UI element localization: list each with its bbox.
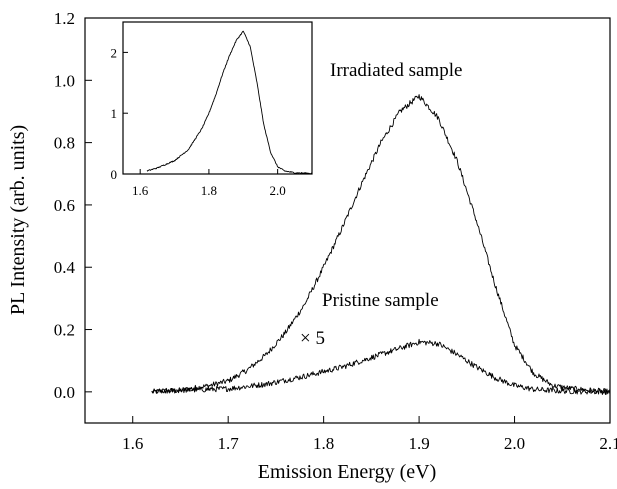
main-x-tick-label: 1.6 [122,434,143,453]
inset-y-tick-label: 2 [111,45,118,60]
main-plot-frame [84,17,611,424]
main-y-tick-label: 0.4 [54,258,76,277]
times-five-label: × 5 [300,328,325,349]
inset-axis-ticks: 1.6 1.8 2.0 0 1 2 [111,45,286,198]
main-axis-ticks: 1.6 1.7 1.8 1.9 2.0 2.1 0.0 0.2 0.4 0.6 0.8 1.0 1.2 [54,9,617,453]
main-y-tick-label: 0.2 [54,321,75,340]
main-y-tick-label: 0.6 [54,196,75,215]
main-x-tick-label: 1.8 [313,434,334,453]
inset-y-tick-label: 0 [111,167,118,182]
main-y-tick-label: 1.0 [54,71,75,90]
inset-plot-frame [122,21,313,175]
main-y-tick-label: 0.8 [54,134,75,153]
y-axis-title: PL Intensity (arb. units) [7,125,29,315]
main-series-line-0 [151,94,611,395]
main-series-line-1 [151,338,611,395]
pristine-sample-label: Pristine sample [322,290,439,311]
irradiated-sample-label: Irradiated sample [330,60,462,81]
inset-series-line-0 [146,30,313,175]
main-series-group [151,94,611,395]
inset-x-tick-label: 2.0 [270,183,286,198]
main-y-tick-label: 1.2 [54,9,75,28]
inset-series-group [146,30,313,175]
x-axis-title: Emission Energy (eV) [258,461,437,483]
main-x-tick-label: 1.9 [408,434,429,453]
main-x-tick-label: 1.7 [218,434,240,453]
main-y-tick-label: 0.0 [54,383,75,402]
main-x-tick-label: 2.0 [504,434,525,453]
main-x-tick-label: 2.1 [599,434,617,453]
inset-x-tick-label: 1.8 [201,183,217,198]
inset-y-tick-label: 1 [111,106,118,121]
inset-x-tick-label: 1.6 [132,183,149,198]
